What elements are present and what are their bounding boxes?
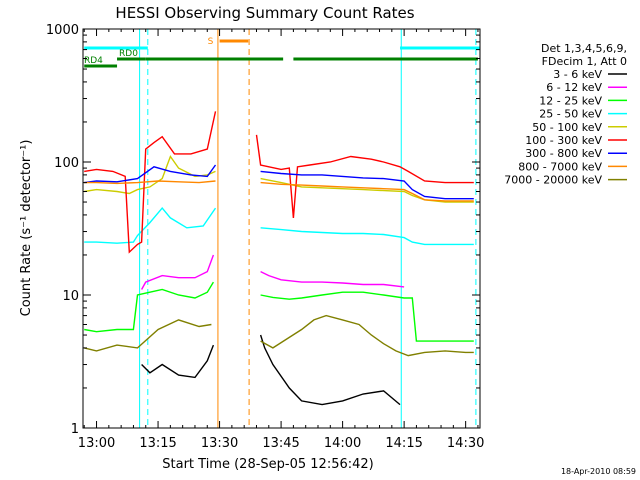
mode-bar-label: RD0 bbox=[119, 49, 138, 59]
x-tick-label: 13:15 bbox=[139, 436, 176, 451]
y-tick-label: 100 bbox=[54, 156, 79, 171]
legend-header: Det 1,3,4,5,6,9, bbox=[541, 42, 627, 55]
y-tick-label: 10 bbox=[62, 289, 79, 304]
x-axis-label: Start Time (28-Sep-05 12:56:42) bbox=[162, 457, 373, 472]
legend-label: 25 - 50 keV bbox=[539, 108, 602, 121]
y-axis-label: Count Rate (s⁻¹ detector⁻¹) bbox=[19, 140, 34, 317]
axis-ticks: 13:00 13:15 13:30 13:45 14:00 14:15 14:30 1 10 10… bbox=[46, 23, 484, 451]
legend-label: 6 - 12 keV bbox=[546, 81, 602, 94]
mode-bar-label: RD4 bbox=[84, 56, 103, 66]
legend-label: 50 - 100 keV bbox=[532, 121, 602, 134]
vertical-markers bbox=[139, 29, 477, 428]
legend-label: 300 - 800 keV bbox=[525, 147, 602, 160]
legend: Det 1,3,4,5,6,9,FDecim 1, Att 03 - 6 keV… bbox=[504, 42, 627, 187]
series-line bbox=[84, 281, 474, 342]
series-line bbox=[84, 164, 474, 200]
legend-label: 100 - 300 keV bbox=[525, 134, 602, 147]
mode-bar-label: S bbox=[208, 37, 214, 47]
chart-title: HESSI Observing Summary Count Rates bbox=[115, 4, 414, 22]
y-tick-label: 1 bbox=[71, 422, 79, 437]
legend-label: 12 - 25 keV bbox=[539, 94, 602, 107]
series-line bbox=[84, 207, 474, 246]
series-line bbox=[141, 334, 401, 406]
series-lines bbox=[84, 111, 474, 406]
series-line bbox=[84, 180, 474, 202]
x-tick-label: 14:30 bbox=[447, 436, 484, 451]
series-line bbox=[84, 314, 474, 357]
legend-label: 800 - 7000 keV bbox=[518, 160, 602, 173]
x-tick-label: 13:45 bbox=[262, 436, 299, 451]
legend-header: FDecim 1, Att 0 bbox=[542, 55, 627, 68]
x-tick-label: 14:00 bbox=[324, 436, 361, 451]
x-tick-label: 13:00 bbox=[78, 436, 115, 451]
legend-label: 7000 - 20000 keV bbox=[504, 174, 602, 187]
mode-bars: NNSRD0RD4 bbox=[84, 37, 480, 68]
x-tick-label: 14:15 bbox=[385, 436, 422, 451]
series-line bbox=[84, 111, 474, 254]
timestamp: 18-Apr-2010 08:59 bbox=[561, 467, 636, 476]
x-tick-label: 13:30 bbox=[201, 436, 238, 451]
legend-label: 3 - 6 keV bbox=[553, 68, 602, 81]
series-line bbox=[140, 254, 405, 290]
y-tick-label: 1000 bbox=[46, 23, 79, 38]
